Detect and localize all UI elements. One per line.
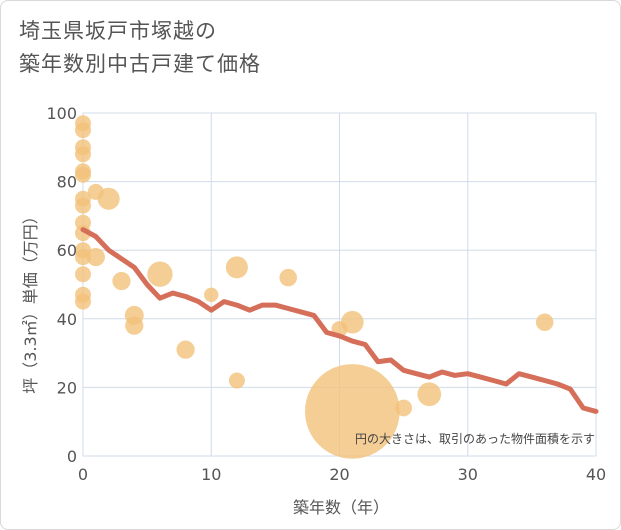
data-bubble <box>228 372 245 389</box>
data-bubble <box>86 247 105 267</box>
y-axis-title: 坪（3.3㎡）単価（万円） <box>21 208 40 393</box>
y-tick-label: 60 <box>57 241 77 260</box>
data-bubble <box>75 146 91 163</box>
data-bubble <box>535 313 554 331</box>
x-tick-label: 40 <box>586 465 606 484</box>
bubbles <box>75 115 554 459</box>
y-tick-label: 40 <box>57 310 77 329</box>
x-tick-label: 20 <box>329 465 349 484</box>
chart-title-line-2: 築年数別中古戸建て価格 <box>19 52 261 76</box>
data-bubble <box>75 122 91 139</box>
x-tick-label: 10 <box>201 465 221 484</box>
data-bubble <box>341 310 364 334</box>
data-bubble <box>147 261 173 287</box>
y-tick-label: 0 <box>67 447 77 466</box>
x-tick-label: 0 <box>78 465 88 484</box>
data-bubble <box>75 166 91 183</box>
data-bubble <box>204 287 219 302</box>
data-bubble <box>417 382 442 407</box>
data-bubble <box>176 340 195 359</box>
chart-title-line-1: 埼玉県坂戸市塚越の <box>19 19 217 43</box>
bubble-size-note: 円の大きさは、取引のあった物件面積を示す <box>355 431 595 446</box>
average-price-line <box>80 227 599 414</box>
data-bubble <box>112 271 131 291</box>
x-tick-label: 30 <box>458 465 478 484</box>
trend-line-layer <box>80 227 599 414</box>
data-bubble <box>304 364 400 459</box>
data-bubble <box>75 293 91 310</box>
y-tick-label: 100 <box>46 104 77 123</box>
tick-labels: 0 10 20 30 40 0 20 40 60 80 100 <box>46 104 606 484</box>
y-tick-label: 20 <box>57 378 77 397</box>
x-axis-title: 築年数（年） <box>293 498 389 517</box>
y-tick-label: 80 <box>57 173 77 192</box>
data-bubble <box>75 249 91 266</box>
data-bubble <box>225 256 248 279</box>
data-bubble <box>75 197 91 214</box>
data-bubble <box>97 187 120 210</box>
chart-title: 埼玉県坂戸市塚越の 築年数別中古戸建て価格 <box>19 15 261 81</box>
data-bubble <box>125 316 144 335</box>
data-bubble <box>395 399 413 417</box>
data-bubble <box>279 268 297 287</box>
data-bubble <box>75 266 91 283</box>
